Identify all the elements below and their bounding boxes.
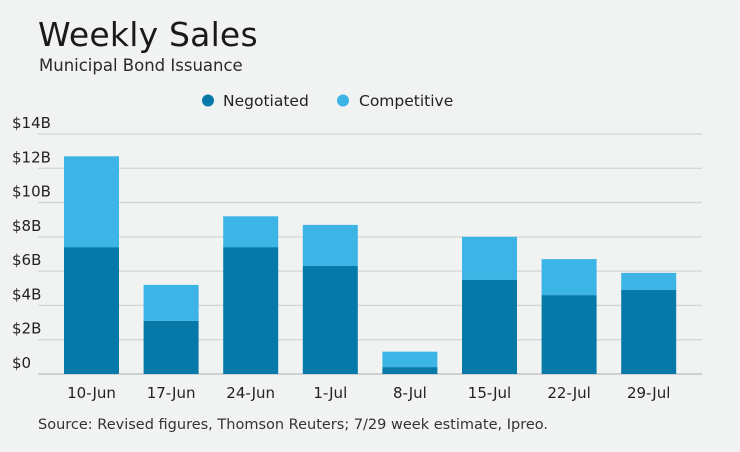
bar-competitive-8-jul bbox=[382, 351, 438, 368]
y-tick-label: $8B bbox=[12, 217, 41, 235]
x-axis-ticks: 10-Jun 17-Jun 24-Jun 1-Jul 8-Jul 15-Jul 22-Jul… bbox=[67, 384, 670, 402]
x-tick-label: 1-Jul bbox=[313, 384, 347, 402]
x-tick-label: 17-Jun bbox=[147, 384, 196, 402]
bars bbox=[64, 156, 677, 374]
bar-negotiated-22-jul bbox=[541, 295, 597, 374]
y-tick-label: $2B bbox=[12, 320, 41, 338]
x-tick-label: 29-Jul bbox=[627, 384, 670, 402]
bar-competitive-29-jul bbox=[621, 272, 677, 290]
chart-subtitle: Municipal Bond Issuance bbox=[39, 56, 243, 75]
legend-swatch-negotiated bbox=[202, 94, 214, 107]
y-tick-label: $12B bbox=[12, 148, 51, 166]
bar-negotiated-10-jun bbox=[64, 247, 119, 374]
y-tick-label: $10B bbox=[12, 183, 51, 201]
bar-competitive-17-jun bbox=[143, 284, 199, 321]
source-note: Source: Revised figures, Thomson Reuters… bbox=[38, 417, 548, 433]
bar-negotiated-8-jul bbox=[382, 367, 438, 374]
y-tick-label: $14B bbox=[12, 114, 51, 132]
y-axis-ticks: $0 $2B $4B $6B $8B $10B $12B $14B bbox=[12, 114, 51, 372]
bar-competitive-15-jul bbox=[462, 236, 517, 280]
bar-negotiated-24-jun bbox=[223, 247, 279, 374]
legend: Negotiated Competitive bbox=[202, 92, 453, 110]
y-tick-label: $4B bbox=[12, 285, 41, 303]
bar-competitive-22-jul bbox=[541, 259, 597, 296]
bar-competitive-24-jun bbox=[223, 216, 279, 248]
gridlines bbox=[38, 133, 702, 375]
bar-competitive-1-jul bbox=[302, 224, 358, 266]
bar-negotiated-15-jul bbox=[462, 279, 517, 374]
legend-label-negotiated: Negotiated bbox=[223, 92, 309, 110]
x-tick-label: 15-Jul bbox=[468, 384, 511, 402]
bar-negotiated-17-jun bbox=[143, 320, 199, 374]
bar-negotiated-29-jul bbox=[621, 290, 677, 374]
y-tick-label: $0 bbox=[12, 354, 31, 372]
bar-negotiated-1-jul bbox=[302, 266, 358, 374]
x-tick-label: 10-Jun bbox=[67, 384, 116, 402]
bar-competitive-10-jun bbox=[64, 156, 119, 248]
y-tick-label: $6B bbox=[12, 251, 41, 269]
chart-title: Weekly Sales bbox=[38, 15, 258, 54]
legend-swatch-competitive bbox=[337, 94, 349, 107]
x-tick-label: 8-Jul bbox=[393, 384, 427, 402]
x-tick-label: 24-Jun bbox=[226, 384, 275, 402]
x-tick-label: 22-Jul bbox=[547, 384, 590, 402]
legend-label-competitive: Competitive bbox=[359, 92, 453, 110]
